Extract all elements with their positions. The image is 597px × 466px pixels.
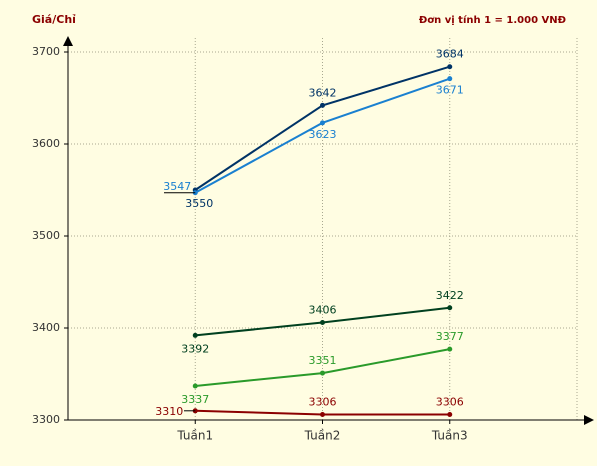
data-label: 3351: [309, 354, 337, 367]
data-label: 3623: [309, 128, 337, 141]
data-label: 3547: [163, 180, 191, 193]
data-label: 3684: [436, 48, 464, 61]
data-label: 3550: [185, 197, 213, 210]
data-point: [447, 76, 453, 82]
x-tick-label: Tuần2: [304, 429, 341, 443]
data-label: 3671: [436, 84, 464, 97]
x-tick-label: Tuần1: [176, 429, 213, 443]
data-point: [447, 64, 453, 70]
y-axis-label: Giá/Chỉ: [32, 13, 76, 26]
data-label: 3306: [436, 395, 464, 408]
data-label: 3406: [309, 303, 337, 316]
data-label: 3422: [436, 289, 464, 302]
data-point: [320, 411, 325, 417]
y-tick-label: 3700: [32, 45, 60, 58]
data-point: [320, 370, 325, 376]
x-axis-arrow: [584, 415, 594, 425]
data-label: 3377: [436, 330, 464, 343]
data-label: 3642: [309, 86, 337, 99]
data-point: [192, 332, 198, 338]
data-label: 3306: [309, 395, 337, 408]
data-point: [320, 120, 325, 126]
data-label: 3337: [181, 393, 209, 406]
y-axis-arrow: [63, 36, 73, 46]
y-tick-label: 3600: [32, 137, 60, 150]
data-point: [447, 346, 453, 352]
unit-note: Đơn vị tính 1 = 1.000 VNĐ: [419, 14, 566, 26]
data-point: [192, 383, 198, 389]
x-tick-label: Tuần3: [431, 429, 468, 443]
y-tick-label: 3500: [32, 229, 60, 242]
data-point: [447, 411, 453, 417]
data-point: [320, 102, 325, 108]
data-point: [447, 305, 453, 311]
y-tick-label: 3300: [32, 413, 60, 426]
data-point: [320, 319, 325, 325]
data-label: 3310: [155, 405, 183, 418]
y-tick-label: 3400: [32, 321, 60, 334]
data-label: 3392: [181, 342, 209, 355]
